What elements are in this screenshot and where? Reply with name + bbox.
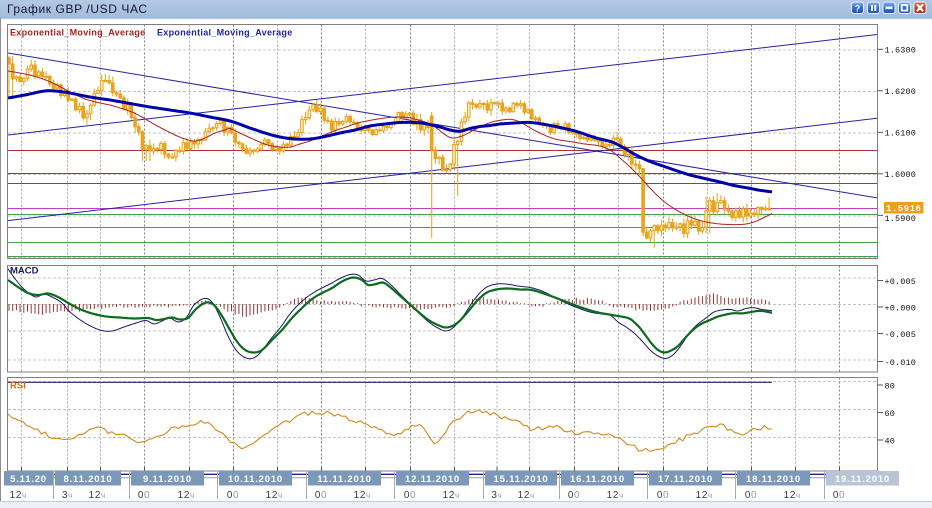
svg-text:12: 12 [10,490,22,501]
svg-text:0: 0 [657,490,663,501]
svg-text:ч: ч [278,491,282,500]
svg-text:12: 12 [354,490,366,501]
svg-text:ч: ч [190,491,194,500]
svg-text:12: 12 [266,490,278,501]
svg-text:15.11.2010: 15.11.2010 [493,474,548,485]
svg-text:12: 12 [784,490,796,501]
svg-text:16.11.2010: 16.11.2010 [570,474,625,485]
svg-text:ч: ч [498,491,502,500]
svg-text:Exponential_Moving_Average: Exponential_Moving_Average [10,28,146,38]
svg-text:Exponential_Moving_Average: Exponential_Moving_Average [157,28,293,38]
svg-text:1.6100: 1.6100 [885,129,917,139]
svg-text:1.5916: 1.5916 [886,204,921,214]
svg-text:ч: ч [22,491,26,500]
svg-text:0: 0 [410,490,416,501]
svg-text:8.11.2010: 8.11.2010 [64,474,113,485]
svg-text:0: 0 [833,490,839,501]
svg-text:19.11.2010: 19.11.2010 [835,474,890,485]
svg-text:-0.005: -0.005 [885,330,917,340]
svg-text:1.6300: 1.6300 [885,46,917,56]
svg-text:График GBP /USD ЧАС: График GBP /USD ЧАС [7,2,148,16]
svg-text:ч: ч [619,491,623,500]
svg-text:?: ? [855,4,861,14]
svg-text:+0.005: +0.005 [885,277,917,287]
svg-text:0: 0 [144,490,150,501]
svg-text:12: 12 [443,490,455,501]
svg-text:60: 60 [885,409,896,419]
svg-text:0: 0 [663,490,669,501]
svg-text:0: 0 [745,490,751,501]
svg-text:0: 0 [315,490,321,501]
svg-text:1.6200: 1.6200 [885,87,917,97]
svg-text:12: 12 [607,490,619,501]
svg-text:ч: ч [708,491,712,500]
svg-text:MACD: MACD [10,266,39,277]
svg-text:9.11.2010: 9.11.2010 [143,474,192,485]
svg-text:80: 80 [885,381,896,391]
svg-text:0: 0 [321,490,327,501]
svg-text:3: 3 [62,490,68,501]
svg-text:12: 12 [178,490,190,501]
svg-text:0: 0 [839,490,845,501]
svg-text:0: 0 [138,490,144,501]
svg-text:0: 0 [227,490,233,501]
svg-text:10.11.2010: 10.11.2010 [228,474,283,485]
svg-text:0: 0 [568,490,574,501]
svg-text:0: 0 [233,490,239,501]
svg-text:3: 3 [491,490,497,501]
svg-text:18.11.2010: 18.11.2010 [746,474,801,485]
svg-text:ч: ч [796,491,800,500]
svg-text:ч: ч [366,491,370,500]
svg-text:0: 0 [574,490,580,501]
svg-text:11.11.2010: 11.11.2010 [317,474,372,485]
svg-text:1.6000: 1.6000 [885,170,917,180]
svg-text:12.11.2010: 12.11.2010 [405,474,460,485]
svg-text:40: 40 [885,436,896,446]
svg-text:-0.010: -0.010 [885,358,917,368]
svg-text:12: 12 [518,490,530,501]
svg-text:5.11.20: 5.11.20 [10,474,47,485]
svg-text:ч: ч [530,491,534,500]
svg-text:1.5900: 1.5900 [885,214,917,224]
svg-text:0: 0 [751,490,757,501]
svg-text:+0.000: +0.000 [885,303,917,313]
svg-text:ч: ч [101,491,105,500]
svg-text:17.11.2010: 17.11.2010 [658,474,713,485]
svg-text:12: 12 [696,490,708,501]
svg-text:ч: ч [68,491,72,500]
svg-text:12: 12 [89,490,101,501]
svg-text:0: 0 [404,490,410,501]
svg-text:RSI: RSI [10,381,26,392]
svg-text:ч: ч [455,491,459,500]
